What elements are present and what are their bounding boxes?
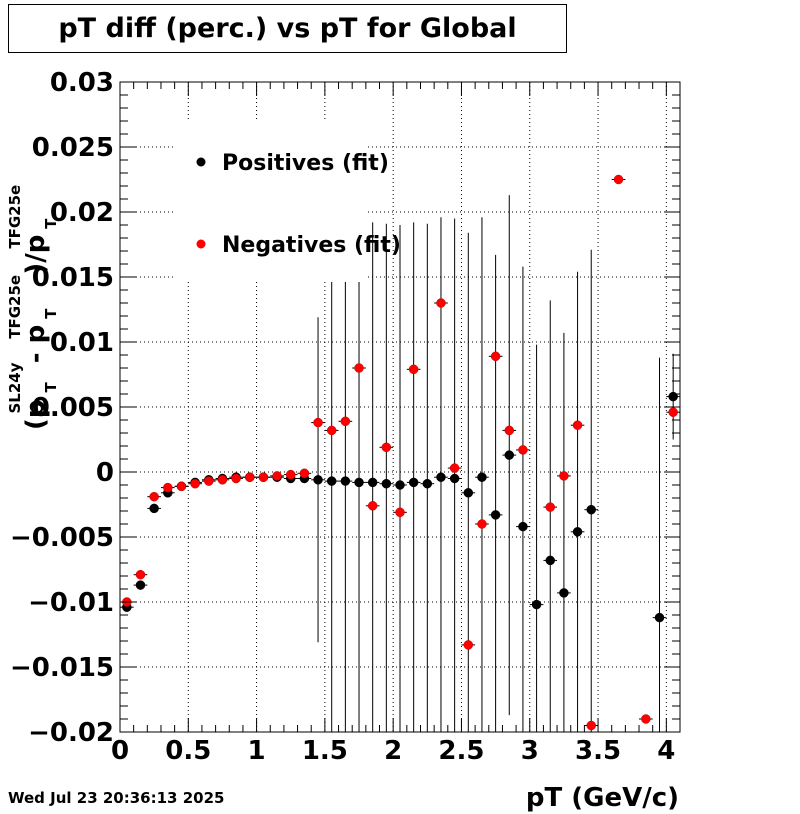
negatives-point: [572, 420, 583, 430]
positives-point: [490, 510, 501, 520]
positives-point: [545, 555, 555, 566]
negatives-point: [135, 569, 146, 580]
positives-point: [504, 450, 515, 460]
y-tick-label: 0: [96, 458, 114, 488]
data-points: [122, 174, 678, 731]
y-tick-label: −0.01: [28, 588, 114, 618]
negatives-point: [163, 482, 173, 493]
y-tick-label: 0.02: [50, 198, 114, 228]
positives-point: [149, 503, 159, 514]
y-axis-label-main: (pSL24y T - pTFG25e T)/pTFG25e T: [6, 185, 60, 430]
negatives-point: [149, 491, 159, 502]
negatives-point: [367, 501, 378, 511]
x-tick-label: 4: [657, 736, 675, 766]
negatives-point: [299, 468, 310, 479]
positives-point: [463, 488, 474, 498]
positives-point: [340, 476, 351, 486]
negatives-point: [381, 442, 392, 453]
negatives-point: [668, 407, 678, 417]
y-tick-label: 0.015: [32, 263, 114, 293]
legend-box: [176, 120, 365, 282]
negatives-point: [586, 720, 596, 731]
negatives-point: [449, 463, 460, 473]
y-tick-label: −0.02: [28, 718, 114, 748]
positives-point: [654, 612, 665, 623]
axis-ticks: 0 0.5 1 1.5 2 2.5 3 3.5 4 −0.02 −0.015 −0.01 −0.005 0…: [10, 68, 681, 766]
x-tick-label: 3: [521, 736, 539, 766]
negatives-point: [190, 478, 200, 489]
negatives-point: [490, 351, 501, 362]
negatives-point: [245, 472, 255, 482]
negatives-point: [477, 519, 487, 529]
positives-point: [395, 480, 405, 490]
positives-point: [531, 599, 542, 610]
y-tick-label: 0.005: [32, 393, 114, 423]
negatives-point: [217, 475, 228, 485]
x-axis-label: pT (GeV/c): [526, 783, 679, 813]
positives-point: [326, 476, 337, 486]
negatives-point: [231, 473, 241, 484]
legend-marker: [196, 157, 206, 167]
negatives-point: [313, 417, 323, 428]
legend: Positives (fit) Negatives (fit): [176, 120, 401, 282]
negatives-point: [204, 476, 214, 486]
negatives-point: [545, 502, 555, 512]
negatives-point: [326, 425, 337, 436]
y-tick-label: 0.03: [50, 68, 114, 98]
positives-point: [422, 478, 433, 489]
y-tick-label: 0.025: [32, 133, 114, 163]
negatives-point: [463, 640, 474, 650]
negatives-point: [176, 481, 187, 492]
legend-label: Negatives (fit): [222, 233, 401, 258]
x-tick-label: 0.5: [165, 736, 211, 766]
positives-point: [449, 473, 460, 484]
x-tick-label: 0: [111, 736, 129, 766]
x-tick-label: 3.5: [575, 736, 621, 766]
positives-point: [668, 391, 678, 402]
positives-point: [559, 588, 569, 598]
negatives-point: [258, 472, 269, 482]
negatives-point: [518, 445, 528, 455]
positives-point: [135, 580, 146, 590]
positives-point: [477, 472, 487, 482]
positives-point: [381, 478, 392, 489]
x-tick-label: 1.5: [302, 736, 348, 766]
positives-point: [367, 477, 378, 488]
negatives-point: [504, 425, 515, 436]
negatives-point: [354, 363, 364, 373]
positives-point: [436, 472, 446, 482]
chart-title: pT diff (perc.) vs pT for Global: [8, 4, 567, 53]
positives-point: [572, 527, 583, 537]
positives-point: [313, 475, 323, 485]
y-tick-label: 0.01: [50, 328, 114, 358]
x-tick-label: 2.5: [438, 736, 484, 766]
positives-point: [586, 504, 596, 515]
y-tick-label: −0.005: [10, 523, 114, 553]
legend-label: Positives (fit): [222, 151, 389, 176]
positives-point: [518, 521, 528, 532]
negatives-point: [641, 714, 651, 724]
legend-marker: [196, 239, 206, 249]
positives-point: [354, 477, 364, 488]
negatives-point: [272, 471, 282, 481]
x-tick-label: 2: [384, 736, 402, 766]
y-axis-label-text: (pSL24y T - pTFG25e T)/pTFG25e T: [6, 185, 60, 430]
y-axis-label: (pSL24y T - pTFG25e T)/pTFG25e T: [6, 185, 60, 430]
negatives-point: [613, 174, 624, 185]
negatives-point: [436, 298, 446, 308]
negatives-point: [395, 507, 405, 518]
negatives-point: [559, 471, 569, 481]
negatives-point: [285, 469, 296, 480]
timestamp: Wed Jul 23 20:36:13 2025: [8, 789, 225, 807]
x-tick-label: 1: [248, 736, 266, 766]
positives-point: [408, 477, 419, 488]
negatives-point: [340, 416, 351, 427]
y-tick-label: −0.015: [10, 653, 114, 683]
negatives-point: [408, 364, 419, 375]
